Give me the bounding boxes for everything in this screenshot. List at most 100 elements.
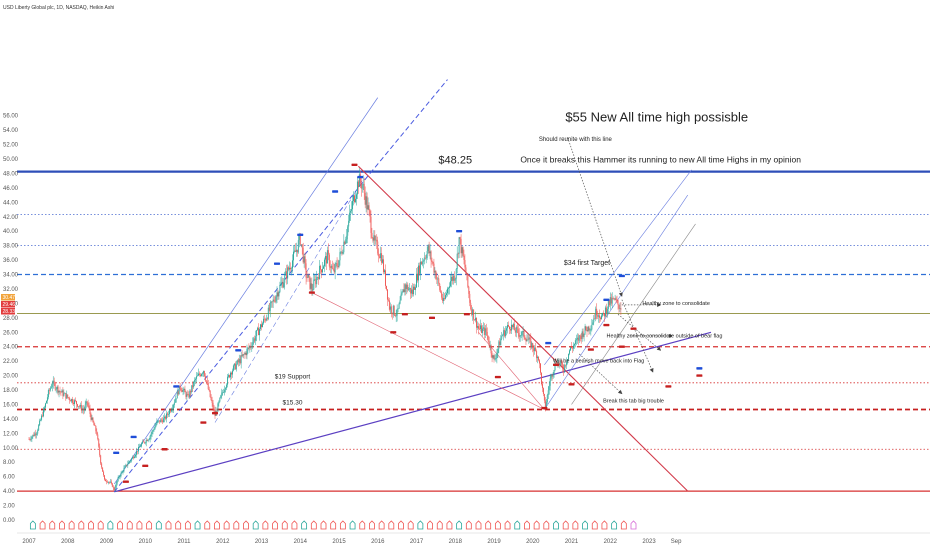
candle-body-444 bbox=[458, 237, 460, 254]
candle-body-604 bbox=[613, 298, 615, 300]
red-marker-17 bbox=[618, 345, 625, 348]
candle-body-597 bbox=[606, 308, 608, 314]
candle-body-479 bbox=[492, 355, 494, 358]
candle-body-216 bbox=[237, 360, 239, 363]
candle-body-102 bbox=[127, 463, 129, 466]
candle-body-272 bbox=[292, 260, 293, 269]
candle-body-465 bbox=[479, 328, 480, 330]
horizontal-levels bbox=[17, 170, 930, 492]
candle-body-547 bbox=[558, 362, 560, 366]
price-label-box-1 bbox=[1, 301, 15, 308]
candle-body-30 bbox=[57, 386, 59, 393]
candle-body-452 bbox=[466, 274, 468, 276]
event-icon-16 bbox=[184, 520, 191, 530]
candle-body-436 bbox=[450, 276, 452, 282]
candle-body-246 bbox=[266, 318, 268, 320]
event-icon-6 bbox=[88, 520, 94, 530]
red-marker-15 bbox=[587, 348, 594, 351]
candle-body-171 bbox=[194, 380, 196, 382]
trend-line-7 bbox=[478, 332, 545, 410]
candle-body-218 bbox=[239, 359, 241, 364]
candle-body-513 bbox=[525, 338, 527, 342]
candle-body-240 bbox=[261, 324, 262, 328]
candle-body-72 bbox=[98, 438, 100, 447]
candle-body-224 bbox=[245, 352, 247, 356]
event-icon-57 bbox=[582, 520, 588, 530]
candle-body-403 bbox=[418, 265, 420, 274]
candle-body-114 bbox=[138, 447, 140, 448]
candle-body-536 bbox=[547, 390, 549, 395]
candle-body-55 bbox=[81, 409, 83, 411]
candle-body-352 bbox=[369, 210, 371, 217]
candle-body-61 bbox=[87, 402, 89, 406]
y-tick-label-8: 40.00 bbox=[3, 229, 19, 235]
y-tick-label-2: 52.00 bbox=[3, 143, 19, 149]
event-icon-13 bbox=[155, 520, 162, 530]
annotation-5: Healthy zone to consolidate bbox=[642, 301, 710, 307]
candle-body-269 bbox=[289, 267, 291, 270]
candle-body-554 bbox=[565, 364, 567, 366]
annotation-4: $34 first Target bbox=[564, 260, 610, 267]
candle-body-109 bbox=[134, 456, 136, 459]
candle-body-581 bbox=[591, 324, 593, 330]
annotation-7: Will be a bearish move back into Flag bbox=[553, 359, 644, 365]
candle-body-106 bbox=[131, 458, 133, 461]
event-icons bbox=[29, 520, 637, 530]
candle-body-268 bbox=[288, 267, 290, 270]
candle-body-308 bbox=[326, 250, 328, 264]
x-tick-label-11: 2018 bbox=[449, 539, 463, 545]
y-tick-label-20: 16.00 bbox=[3, 402, 19, 408]
candle-body-203 bbox=[225, 387, 227, 390]
candle-body-481 bbox=[494, 358, 496, 360]
candle-body-209 bbox=[231, 372, 232, 375]
red-marker-16 bbox=[603, 323, 610, 327]
candle-body-210 bbox=[231, 370, 233, 375]
candle-body-432 bbox=[447, 288, 448, 294]
candle-body-402 bbox=[417, 265, 419, 281]
candle-body-300 bbox=[319, 265, 321, 280]
candle-body-320 bbox=[338, 260, 340, 267]
candle-body-310 bbox=[328, 254, 330, 267]
candle-body-256 bbox=[276, 292, 278, 297]
event-icon-41 bbox=[427, 520, 433, 530]
candle-body-112 bbox=[137, 451, 138, 452]
blue-marker-1 bbox=[130, 435, 137, 439]
candle-body-75 bbox=[101, 463, 103, 468]
candle-body-461 bbox=[475, 317, 477, 321]
candle-body-267 bbox=[287, 267, 289, 279]
annotation-6: Healthy zone to consolidate outside of b… bbox=[607, 333, 723, 339]
price-label-box-0 bbox=[1, 294, 15, 301]
candle-body-177 bbox=[200, 374, 201, 376]
candle-body-336 bbox=[354, 195, 355, 202]
candle-body-593 bbox=[603, 312, 604, 314]
candle-body-91 bbox=[116, 480, 118, 484]
annotation-8: $19 Support bbox=[275, 373, 311, 380]
candle-body-378 bbox=[394, 314, 396, 317]
candle-body-438 bbox=[452, 275, 454, 281]
dotted-arrow-0 bbox=[567, 137, 623, 297]
candle-body-356 bbox=[373, 235, 375, 241]
candle-body-180 bbox=[202, 371, 204, 374]
candle-body-367 bbox=[384, 270, 385, 273]
candle-body-565 bbox=[575, 339, 577, 341]
y-tick-label-15: 26.00 bbox=[3, 330, 19, 336]
candle-body-466 bbox=[479, 325, 481, 330]
candle-body-347 bbox=[364, 193, 366, 205]
candle-body-273 bbox=[293, 251, 294, 261]
candle-body-509 bbox=[521, 331, 523, 336]
candle-body-147 bbox=[170, 409, 172, 412]
candle-body-296 bbox=[315, 279, 317, 285]
candle-body-179 bbox=[201, 373, 203, 375]
event-icon-11 bbox=[136, 520, 143, 530]
candle-body-214 bbox=[235, 364, 237, 370]
candle-body-579 bbox=[589, 329, 591, 331]
blue-marker-0 bbox=[113, 451, 120, 455]
candle-body-144 bbox=[168, 414, 169, 415]
candle-body-486 bbox=[499, 341, 501, 346]
candle-body-462 bbox=[476, 317, 478, 328]
price-label-1: 29.46 bbox=[3, 302, 16, 308]
candle-body-84 bbox=[109, 481, 111, 483]
candle-body-335 bbox=[353, 195, 354, 201]
candle-body-304 bbox=[323, 266, 324, 269]
